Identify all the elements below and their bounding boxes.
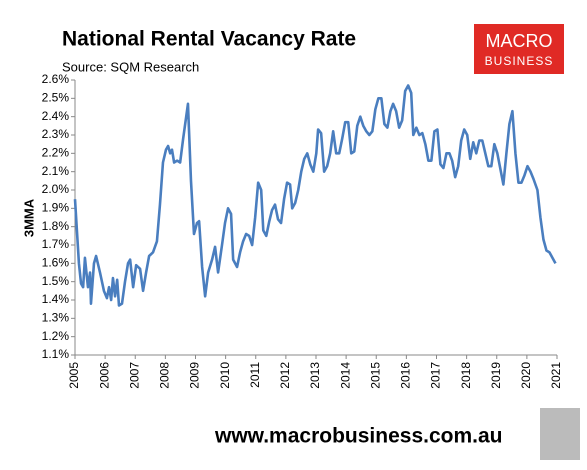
- x-tick-label: 2018: [459, 362, 473, 389]
- y-tick-label: 2.6%: [42, 72, 70, 86]
- x-tick-label: 2011: [248, 362, 262, 388]
- y-tick-label: 1.4%: [42, 292, 70, 306]
- y-tick-label: 2.4%: [42, 109, 70, 123]
- y-tick-label: 2.2%: [42, 146, 70, 160]
- logo-box: [474, 24, 564, 74]
- logo-text: MACRO: [486, 31, 553, 51]
- y-tick-label: 1.3%: [42, 311, 70, 325]
- x-tick-label: 2016: [399, 362, 413, 389]
- y-tick-label: 2.1%: [42, 164, 70, 178]
- y-tick-label: 1.6%: [42, 256, 70, 270]
- x-tick-label: 2015: [368, 362, 382, 389]
- y-tick-label: 1.7%: [42, 237, 70, 251]
- x-tick-label: 2020: [519, 362, 533, 389]
- x-tick-label: 2005: [67, 362, 81, 389]
- y-tick-label: 1.9%: [42, 201, 70, 215]
- y-tick-label: 1.8%: [42, 219, 70, 233]
- x-tick-label: 2008: [158, 362, 172, 389]
- chart-subtitle: Source: SQM Research: [62, 59, 199, 74]
- y-axis-label: 3MMA: [21, 198, 36, 237]
- y-tick-label: 1.2%: [42, 329, 70, 343]
- y-tick-label: 1.1%: [42, 347, 70, 361]
- x-tick-label: 2007: [127, 362, 141, 389]
- data-line: [73, 84, 557, 307]
- y-tick-label: 2.3%: [42, 127, 70, 141]
- chart-title: National Rental Vacancy Rate: [62, 28, 356, 51]
- x-tick-label: 2013: [308, 362, 322, 389]
- x-tick-label: 2014: [338, 362, 352, 389]
- y-tick-label: 1.5%: [42, 274, 70, 288]
- x-tick-label: 2012: [278, 362, 292, 389]
- logo-text: BUSINESS: [485, 54, 554, 68]
- y-tick-label: 2.5%: [42, 91, 70, 105]
- x-tick-label: 2009: [188, 362, 202, 389]
- footer: www.macrobusiness.com.au: [214, 425, 502, 448]
- x-tick-label: 2021: [549, 362, 563, 389]
- x-tick-label: 2019: [489, 362, 503, 389]
- x-tick-label: 2010: [218, 362, 232, 389]
- x-tick-label: 2006: [97, 362, 111, 389]
- x-tick-label: 2017: [429, 362, 443, 389]
- wolf-icon: [540, 408, 580, 460]
- y-tick-label: 2.0%: [42, 182, 70, 196]
